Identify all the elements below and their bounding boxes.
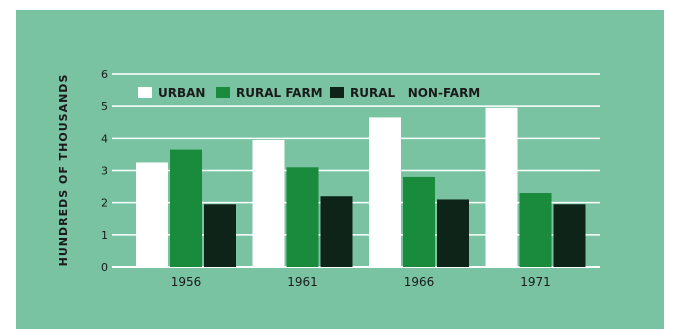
x-tick-label: 1961 [287,275,318,289]
legend-swatch [216,87,230,98]
legend-label: URBAN [158,86,205,100]
bar-1961-2 [320,196,353,267]
bar-1966-0 [369,117,401,267]
bars [136,107,586,268]
bar-1956-2 [204,204,236,267]
legend-label: RURAL FARM [236,86,323,100]
bar-1971-0 [485,107,518,268]
bar-1966-1 [403,176,435,267]
legend-swatch [330,87,344,98]
x-tick-label: 1966 [404,275,435,289]
y-tick-label: 5 [101,100,108,113]
bar-1956-0 [136,162,168,267]
y-tick-label: 3 [101,165,108,178]
bar-1956-1 [170,149,202,267]
bar-1971-1 [519,193,552,267]
x-tick-labels: 1956 1961 1966 1971 [171,275,551,289]
bar-1966-2 [437,199,469,267]
y-tick-label: 1 [101,229,108,242]
legend-label: RURAL NON-FARM [350,86,480,100]
legend: URBAN RURAL FARM RURAL NON-FARM [138,86,480,100]
x-tick-label: 1971 [520,275,551,289]
y-tick-label: 6 [101,68,108,81]
y-tick-labels: 0 1 2 3 4 5 6 [101,68,108,274]
x-tick-label: 1956 [171,275,202,289]
bar-1961-0 [252,139,285,267]
chart-panel [16,10,664,329]
bar-1961-1 [286,167,319,267]
legend-swatch [138,87,152,98]
bar-1971-2 [553,204,586,267]
y-tick-label: 2 [101,197,108,210]
y-axis-label: HUNDREDS OF THOUSANDS [57,74,70,267]
y-tick-label: 0 [101,261,108,274]
y-tick-label: 4 [101,132,108,145]
